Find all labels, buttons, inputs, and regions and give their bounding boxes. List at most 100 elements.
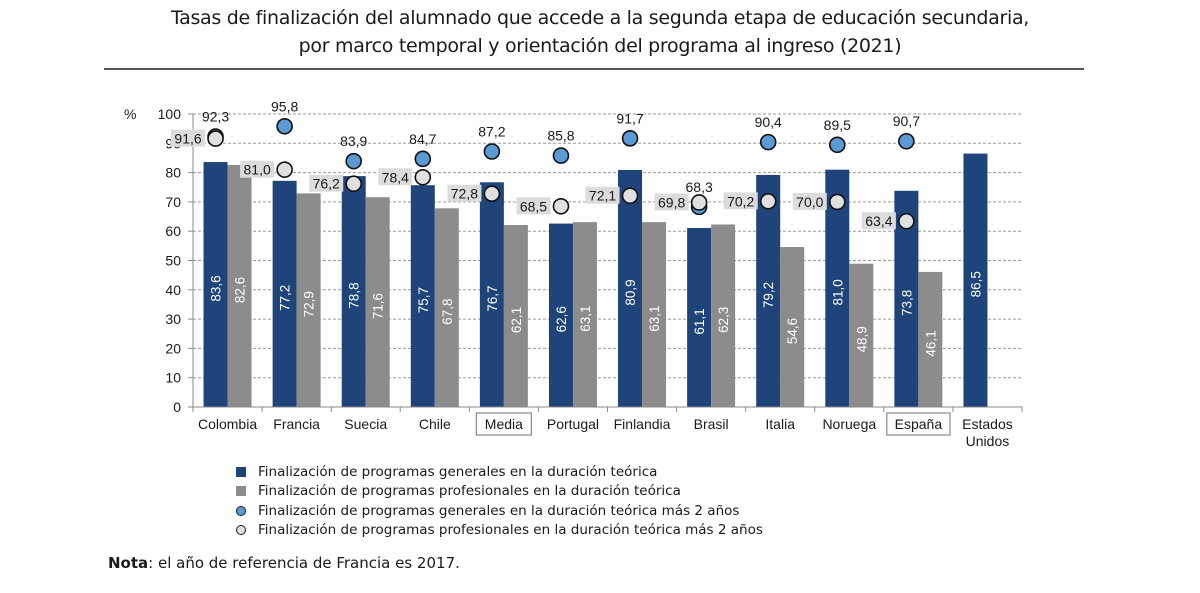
marker-professional-plus2-label-bg <box>378 168 413 186</box>
marker-general-plus2-label: 85,8 <box>547 128 574 144</box>
x-tick-label: Suecia <box>344 416 387 432</box>
marker-general-plus2 <box>414 150 432 168</box>
x-tick-label: Chile <box>419 416 451 432</box>
marker-professional-plus2-label-bg <box>447 184 482 202</box>
marker-professional-plus2-label-bg <box>585 186 620 204</box>
bar-value-label: 61,1 <box>692 308 707 334</box>
marker-professional-plus2-label-bg <box>723 192 758 210</box>
x-tick-label: Unidos <box>966 433 1010 449</box>
bar-professional <box>227 164 252 407</box>
marker-professional-plus2-label: 78,4 <box>382 169 409 185</box>
marker-professional-plus2 <box>828 193 846 211</box>
marker-professional-plus2-label: 70,2 <box>727 193 754 209</box>
bar-general <box>203 162 228 407</box>
marker-general-plus2 <box>898 132 915 150</box>
bar-value-label: 48,9 <box>854 326 869 352</box>
marker-professional-plus2 <box>898 212 915 230</box>
bar-professional <box>434 208 459 407</box>
x-tick-label: España <box>895 416 943 432</box>
bar-professional <box>780 247 805 407</box>
x-tick-label: Media <box>485 416 523 432</box>
bar-general <box>618 169 643 407</box>
legend-label: Finalización de programas profesionales … <box>258 483 681 500</box>
bar-value-label: 76,7 <box>485 285 500 311</box>
marker-general-plus2-label: 84,7 <box>409 131 436 147</box>
x-tick-label: Colombia <box>198 416 257 432</box>
y-tick-label: 40 <box>165 282 181 298</box>
marker-professional-plus2 <box>207 130 224 147</box>
marker-professional-plus2-label: 63,4 <box>865 213 892 229</box>
y-tick-label: 80 <box>165 165 181 181</box>
marker-professional-plus2-label-bg <box>792 192 827 210</box>
bars <box>203 153 988 407</box>
bar-value-label: 81,0 <box>830 279 845 305</box>
x-tick-label: Finlandia <box>614 416 671 432</box>
marker-professional-plus2-label-bg <box>309 174 344 192</box>
marker-professional-plus2-label-bg <box>171 129 206 147</box>
legend-marker-professional-circle-icon <box>236 525 246 536</box>
title-divider <box>104 68 1084 70</box>
legend-item-general-plus2: Finalización de programas generales en l… <box>236 501 763 521</box>
bar-general <box>410 185 435 407</box>
x-tick-label: Italia <box>765 416 795 432</box>
marker-professional-plus2-label: 72,8 <box>451 186 478 202</box>
marker-professional-plus2-label: 68,5 <box>520 198 547 214</box>
y-tick-label: 60 <box>165 223 181 239</box>
x-tick-label: Francia <box>273 416 320 432</box>
x-tick-label-highlight-box <box>475 412 532 436</box>
legend-swatch-general-bar <box>236 466 246 477</box>
bar-value-label: 82,6 <box>233 277 248 303</box>
marker-general-plus2 <box>345 152 363 170</box>
marker-professional-plus2 <box>621 187 639 205</box>
legend-marker-general-circle-icon <box>236 505 246 516</box>
marker-professional-plus2 <box>690 194 708 211</box>
bar-professional <box>503 225 528 407</box>
legend: Finalización de programas generales en l… <box>236 462 763 540</box>
gridlines <box>193 113 1022 379</box>
marker-professional-plus2 <box>414 168 432 186</box>
bar-value-label: 73,8 <box>899 290 914 316</box>
x-tick-label: Estados <box>962 416 1013 432</box>
x-axis-ticks: Colombia Francia Suecia Chile Media Portugal F… <box>192 407 1023 449</box>
bar-value-label: 63,1 <box>578 305 593 331</box>
bar-value-label: 83,6 <box>209 275 224 301</box>
y-tick-label: 30 <box>165 311 181 327</box>
marker-general-plus2 <box>483 143 501 160</box>
marker-professional-plus2-label: 72,1 <box>589 188 616 204</box>
bar-professional <box>365 197 390 407</box>
footnote: Nota: el año de referencia de Francia es… <box>108 554 460 572</box>
bar-value-label: 46,1 <box>923 330 938 356</box>
marker-general-plus2-label: 87,2 <box>478 124 505 140</box>
bar-value-label: 54,6 <box>785 318 800 344</box>
bar-value-label: 80,9 <box>623 279 638 305</box>
marker-professional-plus2-label: 91,6 <box>174 131 201 147</box>
bar-professional <box>711 224 736 407</box>
y-tick-label: 70 <box>165 194 181 210</box>
bar-value-label: 72,9 <box>302 291 317 317</box>
legend-label: Finalización de programas generales en l… <box>258 502 740 519</box>
marker-general-plus2 <box>621 130 639 147</box>
legend-item-professional-plus2: Finalización de programas profesionales … <box>236 521 763 541</box>
bar-value-label: 63,1 <box>647 305 662 331</box>
bar-value-label: 75,7 <box>416 287 431 313</box>
y-tick-label: 20 <box>165 340 181 356</box>
marker-professional-plus2 <box>552 197 570 215</box>
bar-value-label: 62,1 <box>509 307 524 333</box>
marker-general-plus2-label: 92,3 <box>202 109 229 125</box>
bar-general <box>272 180 297 407</box>
marker-general-plus2-label: 91,7 <box>616 110 643 126</box>
x-tick-label-highlight-box <box>886 412 951 436</box>
bar-professional <box>642 222 667 407</box>
footnote-text: : el año de referencia de Francia es 201… <box>148 554 460 572</box>
bar-professional <box>296 193 321 407</box>
marker-professional-plus2-label: 70,0 <box>796 194 823 210</box>
marker-professional-plus2 <box>759 193 777 210</box>
marker-professional-plus2 <box>345 175 363 193</box>
marker-general-plus2-label: 90,4 <box>755 114 782 130</box>
y-tick-label: 50 <box>165 253 181 269</box>
bar-general <box>687 227 712 407</box>
marker-professional-plus2-label: 69,8 <box>658 194 685 210</box>
marker-professional-plus2 <box>483 185 501 202</box>
legend-item-professional: Finalización de programas profesionales … <box>236 482 763 502</box>
y-tick-label: 10 <box>165 370 181 386</box>
